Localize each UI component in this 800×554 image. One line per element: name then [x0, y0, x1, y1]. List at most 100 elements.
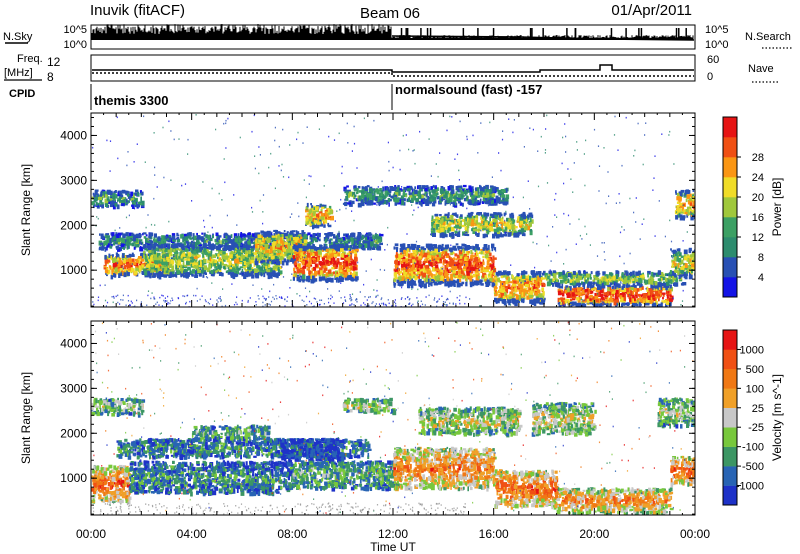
velocity-colorbar-swatch [723, 446, 737, 467]
power-echo-band [393, 243, 498, 289]
velocity-y-tick-label: 2000 [60, 426, 87, 440]
power-y-tick-label: 1000 [60, 263, 87, 277]
power-colorbar-swatch [723, 217, 737, 238]
velocity-echo-band [393, 446, 497, 492]
velocity-colorbar-swatch [723, 466, 737, 486]
cpid-row: CPID themis 3300 normalsound (fast) -157 [9, 82, 542, 110]
power-colorbar-tick: 4 [758, 272, 764, 284]
velocity-echo-band [418, 406, 523, 438]
velocity-echo-band [342, 397, 397, 416]
power-y-tick-label: 2000 [60, 218, 87, 232]
power-colorbar-tick: 20 [752, 192, 764, 204]
power-colorbar-tick: 16 [752, 212, 764, 224]
power-colorbar-swatch [723, 277, 737, 298]
nsky-tick-high: 10^5 [63, 24, 87, 36]
velocity-scatter [91, 321, 695, 515]
nave-trace [92, 72, 694, 77]
power-colorbar-swatch [723, 237, 737, 258]
nave-label: Nave [748, 63, 774, 75]
cpid-label: CPID [9, 88, 35, 100]
velocity-colorbar-tick: -500 [742, 461, 764, 473]
velocity-colorbar-tick: -25 [748, 422, 764, 434]
power-colorbar-swatch [723, 117, 737, 138]
power-echo-band [305, 202, 334, 230]
power-colorbar-swatch [723, 197, 737, 218]
x-tick-label: 12:00 [378, 527, 408, 541]
velocity-colorbar: 1000 500 100 25 -25 -100 -500 -1000 Velocity [m … [722, 329, 784, 506]
beam-title: Beam 06 [360, 5, 420, 22]
velocity-colorbar-tick: -1000 [736, 481, 764, 493]
velocity-panel: 1000 2000 3000 4000 00:00 04:00 08:00 12:00 16:0… [19, 320, 710, 541]
power-echo-band [544, 270, 687, 288]
nsearch-tick-high: 10^5 [705, 24, 729, 36]
power-colorbar-tick: 8 [758, 252, 764, 264]
power-echo-band [674, 189, 695, 221]
nsky-label: N.Sky [3, 31, 33, 43]
nsearch-trace [391, 35, 695, 41]
velocity-echo-band [531, 401, 597, 437]
power-echo-band [342, 184, 510, 208]
x-tick-label: 20:00 [579, 527, 609, 541]
cpid-segment-normalsound: normalsound (fast) -157 [395, 82, 542, 97]
velocity-ylabel: Slant Range [km] [19, 372, 33, 464]
x-axis-label: Time UT [370, 540, 416, 554]
velocity-echo-band [91, 397, 146, 418]
nsky-tick-low: 10^0 [63, 39, 87, 51]
power-echo-band [91, 189, 145, 210]
velocity-colorbar-swatch [723, 388, 737, 408]
freq-trace [92, 64, 694, 73]
velocity-colorbar-tick: -100 [742, 442, 764, 454]
x-tick-label: 00:00 [76, 527, 106, 541]
velocity-colorbar-tick: 100 [746, 383, 764, 395]
velocity-echo-band [191, 424, 271, 443]
power-echo-band [292, 243, 359, 284]
freq-unit: [MHz] [4, 67, 33, 79]
cpid-segment-themis: themis 3300 [94, 93, 168, 108]
freq-label: Freq. [17, 53, 43, 65]
power-echo-band [669, 247, 695, 280]
nave-tick-high: 60 [707, 54, 719, 66]
velocity-colorbar-tick: 500 [746, 364, 764, 376]
power-colorbar-swatch [723, 177, 737, 198]
nsky-trace [91, 24, 694, 40]
velocity-colorbar-swatch [723, 485, 737, 506]
nave-tick-low: 0 [707, 71, 713, 83]
velocity-echo-band [292, 460, 396, 492]
power-echo-band [493, 270, 548, 307]
velocity-colorbar-swatch [723, 407, 737, 428]
freq-panel: Freq. [MHz] 12 8 60 0 Nave [4, 53, 778, 84]
station-title: Inuvik (fitACF) [90, 2, 185, 19]
velocity-colorbar-tick: 1000 [740, 344, 764, 356]
velocity-colorbar-label: Velocity [m s^-1] [770, 374, 784, 461]
power-y-tick-label: 3000 [60, 173, 87, 187]
power-echo-band [430, 211, 534, 239]
power-colorbar-tick: 28 [752, 152, 764, 164]
velocity-echo-band [670, 455, 695, 488]
nsearch-tick-low: 10^0 [705, 39, 729, 51]
power-colorbar-swatch [723, 137, 737, 158]
x-tick-label: 04:00 [177, 527, 207, 541]
power-y-tick-label: 4000 [60, 128, 87, 142]
velocity-echo-band [279, 437, 346, 464]
nsky-panel: N.Sky 10^5 10^0 10^5 10^0 N.Search [3, 24, 792, 51]
freq-tick-high: 12 [47, 55, 61, 69]
freq-tick-low: 8 [47, 70, 54, 84]
velocity-colorbar-tick: 25 [752, 403, 764, 415]
power-colorbar-label: Power [dB] [770, 178, 784, 237]
power-colorbar-swatch [723, 157, 737, 178]
velocity-colorbar-swatch [723, 330, 737, 350]
velocity-echo-band [91, 464, 132, 505]
velocity-echo-band [493, 469, 561, 510]
velocity-echo-band [556, 487, 674, 515]
velocity-colorbar-swatch [723, 427, 737, 447]
velocity-colorbar-swatch [723, 368, 737, 389]
velocity-y-tick-label: 3000 [60, 381, 87, 395]
power-colorbar-tick: 24 [752, 172, 764, 184]
x-tick-label: 08:00 [277, 527, 307, 541]
power-colorbar-tick: 12 [752, 232, 764, 244]
power-colorbar-swatch [723, 257, 737, 278]
x-tick-label: 16:00 [479, 527, 509, 541]
velocity-echo-band [128, 460, 296, 497]
power-colorbar: 4 8 12 16 20 24 28 Power [dB] [722, 116, 784, 298]
